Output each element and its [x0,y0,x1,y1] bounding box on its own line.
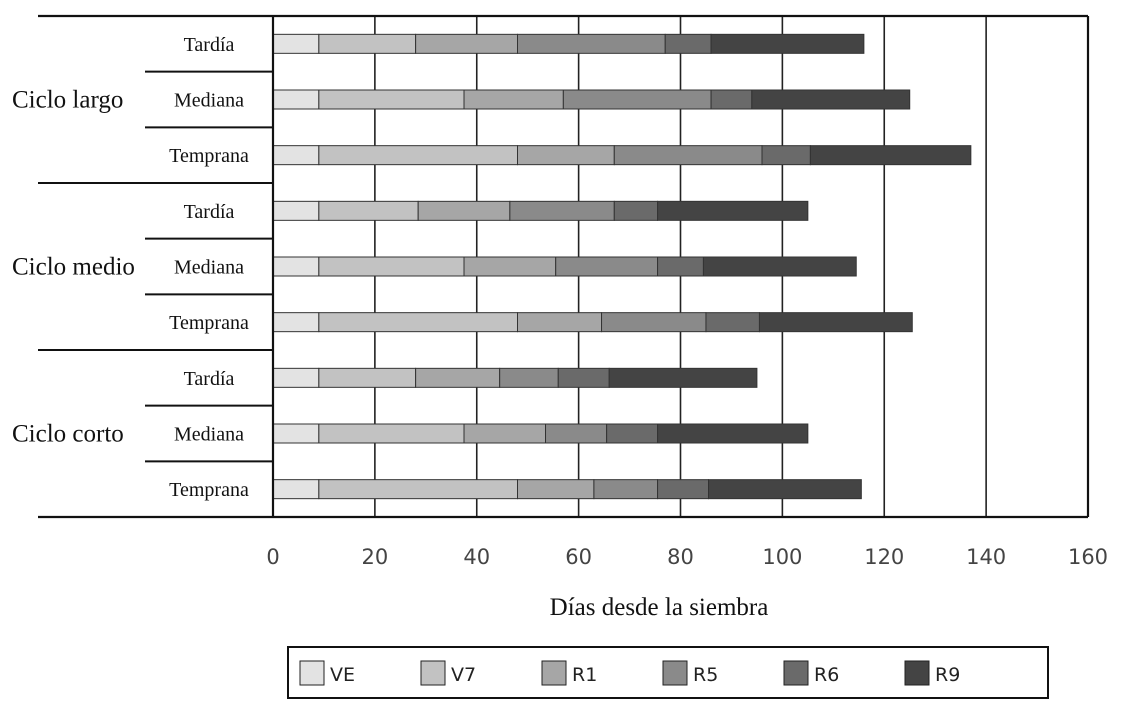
bar-segment-v7 [318,367,417,388]
bar-segment-v7 [318,423,465,444]
bar-segment-v7 [318,145,518,166]
bar-segment-r1 [517,479,595,500]
legend-label-r6: R6 [814,664,839,686]
group-label: Ciclo corto [12,421,124,448]
legend-swatch-r5 [662,660,688,686]
category-label: Tardía [184,368,235,390]
bar-segment-r1 [415,367,501,388]
bar-segment-r5 [593,479,659,500]
bar-segment-r6 [657,256,704,277]
bar-segment-r9 [608,367,758,388]
bar-segment-r6 [761,145,811,166]
category-label: Temprana [169,145,249,167]
category-label: Tardía [184,34,235,56]
bar-segment-r5 [517,33,666,54]
bar-segment-r9 [758,312,913,333]
legend-swatch-v7 [420,660,446,686]
bar-segment-r5 [509,200,615,221]
legend: VE V7 R1 R5 R6 R9 [287,646,1049,699]
x-tick-label: 0 [266,545,279,569]
bar-segment-r9 [809,145,972,166]
bars [272,33,972,500]
bar-segment-r9 [708,479,862,500]
category-label: Mediana [174,257,244,279]
x-tick-labels: 0 20 40 60 80 100 120 140 160 [266,545,1108,569]
x-tick-label: 40 [463,545,490,569]
bar-segment-r5 [562,89,712,110]
legend-swatch-r1 [541,660,567,686]
bar-segment-r9 [702,256,857,277]
group-label: Ciclo largo [12,87,123,114]
bar-segment-ve [272,256,320,277]
bar-segment-r9 [751,89,911,110]
category-label: Mediana [174,90,244,112]
bar-segment-r1 [417,200,511,221]
bar-segment-v7 [318,200,419,221]
legend-label-v7: V7 [451,664,476,686]
bar-segment-r5 [499,367,559,388]
bar-segment-ve [272,479,320,500]
bar-segment-r5 [601,312,707,333]
bar-segment-r6 [657,479,710,500]
bar-segment-ve [272,145,320,166]
legend-label-r1: R1 [572,664,597,686]
bar-segment-ve [272,33,320,54]
bar-segment-v7 [318,33,417,54]
category-label: Temprana [169,479,249,501]
bar-segment-r5 [555,256,659,277]
x-tick-label: 140 [966,545,1006,569]
bar-segment-r5 [613,145,763,166]
bar-segment-r1 [415,33,518,54]
bar-segment-v7 [318,312,518,333]
bar-segment-v7 [318,89,465,110]
bar-segment-ve [272,89,320,110]
category-label: Temprana [169,312,249,334]
bar-segment-r1 [517,145,615,166]
bar-segment-r1 [517,312,603,333]
bar-segment-r6 [557,367,610,388]
bar-segment-r1 [463,89,564,110]
legend-label-r9: R9 [935,664,960,686]
bar-segment-r9 [710,33,865,54]
bar-segment-ve [272,367,320,388]
x-tick-label: 20 [362,545,389,569]
category-label: Mediana [174,424,244,446]
bar-segment-r1 [463,423,547,444]
category-labels: Tardía Mediana Temprana Tardía Mediana Tempra… [12,34,249,501]
bar-segment-r6 [606,423,659,444]
legend-label-ve: VE [330,664,355,686]
x-tick-label: 100 [762,545,802,569]
bar-segment-v7 [318,479,518,500]
chart-frame [38,14,1090,519]
x-axis-title: Días desde la siembra [550,594,769,621]
x-tick-label: 80 [667,545,694,569]
bar-segment-r1 [463,256,557,277]
bar-segment-r9 [657,200,809,221]
x-tick-label: 160 [1068,545,1108,569]
legend-swatch-ve [299,660,325,686]
legend-swatch-r6 [783,660,809,686]
bar-segment-r9 [657,423,809,444]
bar-segment-r6 [705,312,760,333]
bar-segment-r6 [710,89,753,110]
x-tick-label: 60 [565,545,592,569]
x-tick-label: 120 [864,545,904,569]
bar-segment-r6 [613,200,659,221]
legend-label-r5: R5 [693,664,718,686]
category-label: Tardía [184,201,235,223]
bar-segment-ve [272,423,320,444]
bar-segment-r6 [664,33,712,54]
bar-segment-r5 [545,423,608,444]
legend-swatch-r9 [904,660,930,686]
group-label: Ciclo medio [12,254,135,281]
bar-segment-v7 [318,256,465,277]
bar-segment-ve [272,312,320,333]
bar-segment-ve [272,200,320,221]
